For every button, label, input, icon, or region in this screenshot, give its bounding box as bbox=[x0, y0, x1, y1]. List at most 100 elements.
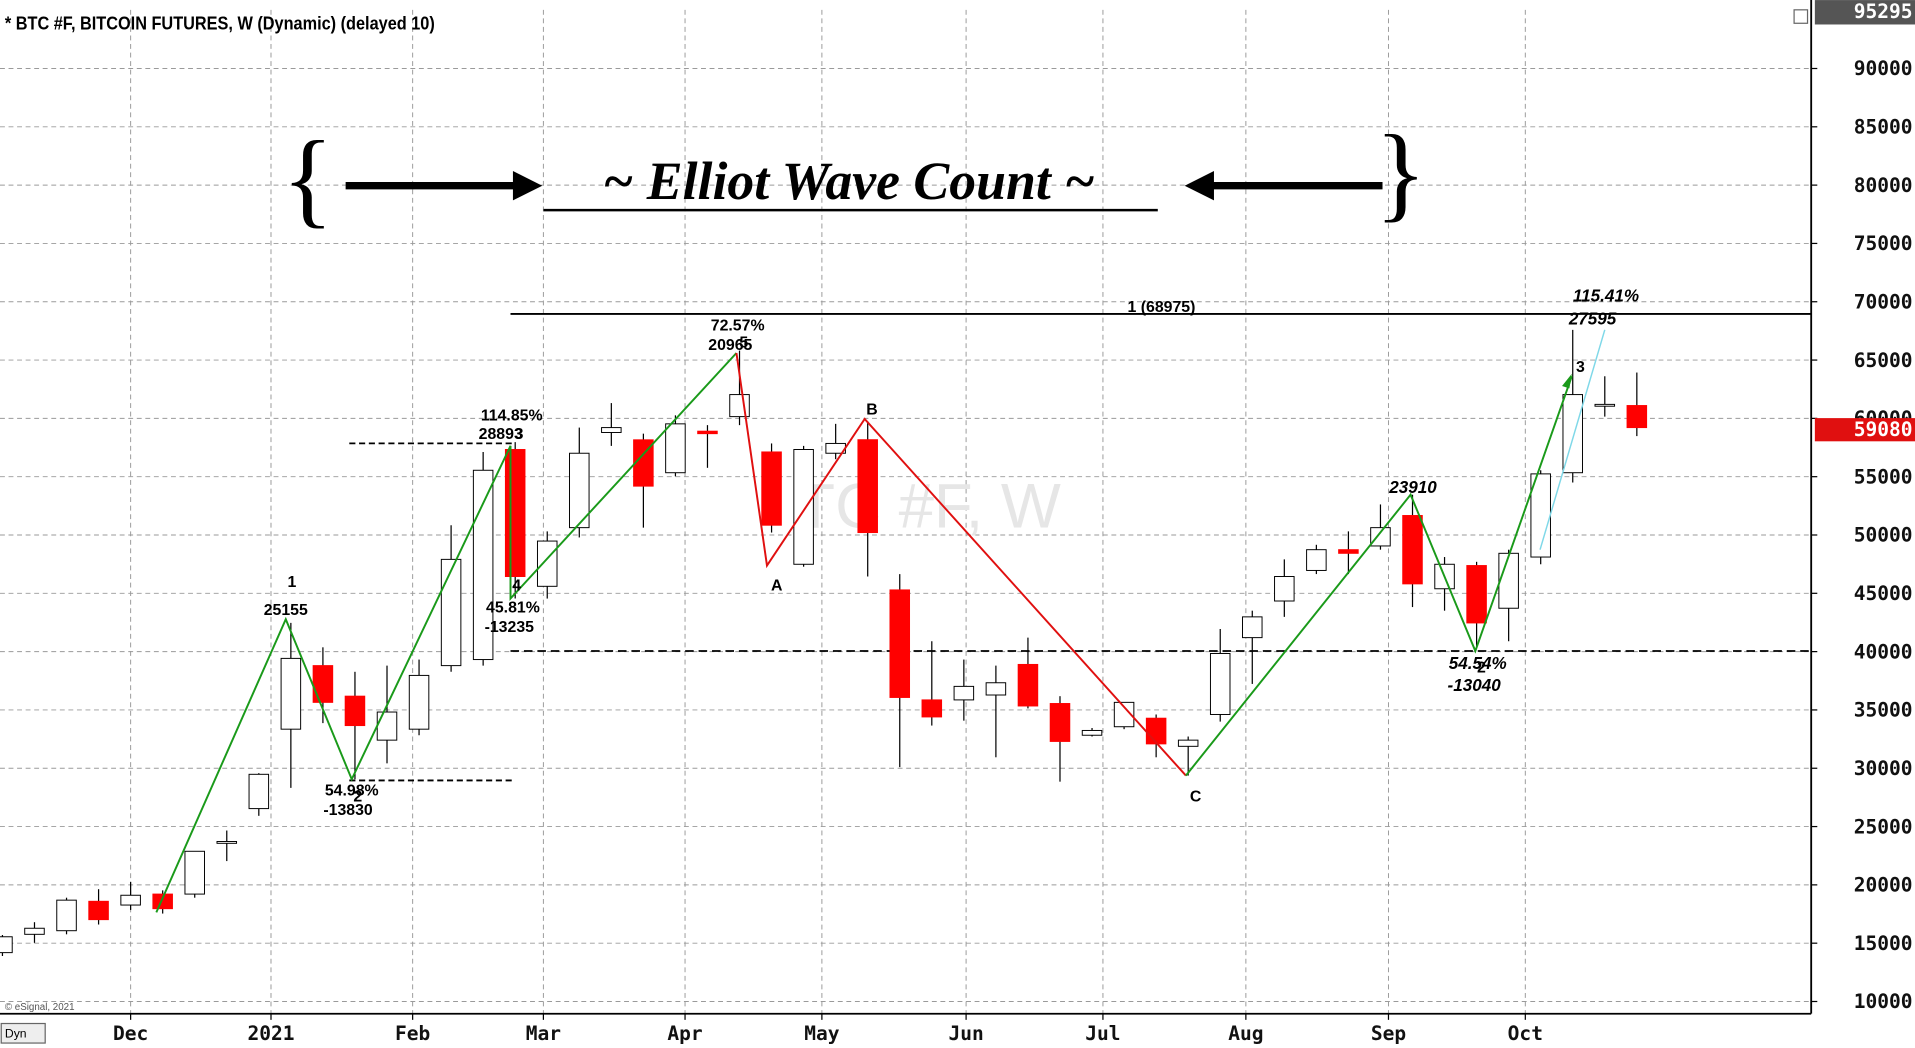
x-tick-label: Sep bbox=[1371, 1022, 1406, 1045]
x-tick-label: Apr bbox=[667, 1022, 702, 1045]
annotation: 4 bbox=[512, 577, 521, 594]
x-tick-label: 2021 bbox=[247, 1022, 294, 1045]
candle-body bbox=[1081, 729, 1103, 736]
banner-title: ~ Elliot Wave Count ~ bbox=[603, 151, 1095, 211]
candle-body bbox=[1242, 616, 1263, 639]
annotation: -13040 bbox=[1448, 676, 1502, 695]
annotation: 27595 bbox=[1568, 310, 1617, 329]
y-tick-label: 80000 bbox=[1854, 174, 1913, 197]
fib-line bbox=[1539, 329, 1606, 550]
candle-body bbox=[1209, 652, 1231, 715]
wave-line bbox=[1185, 375, 1573, 777]
x-tick-label: May bbox=[804, 1022, 840, 1045]
high-marker-label: 95295 bbox=[1854, 0, 1913, 23]
y-tick-label: 20000 bbox=[1854, 874, 1913, 897]
y-tick-label: 70000 bbox=[1854, 290, 1913, 313]
candle-body bbox=[1370, 527, 1391, 547]
y-tick-label: 90000 bbox=[1854, 57, 1913, 80]
candles bbox=[0, 329, 1648, 957]
annotation: 1 bbox=[287, 574, 296, 591]
y-tick-label: 55000 bbox=[1854, 465, 1913, 488]
candle-body bbox=[376, 711, 398, 741]
credit: © eSignal, 2021 bbox=[5, 1002, 75, 1013]
candle-body bbox=[408, 674, 430, 730]
candle-body bbox=[312, 665, 334, 703]
x-tick-label: Dec bbox=[113, 1022, 148, 1045]
annotation: 114.85% bbox=[481, 408, 543, 425]
x-tick-label: Mar bbox=[526, 1022, 561, 1045]
candle-body bbox=[152, 893, 173, 910]
dyn-button[interactable] bbox=[0, 1022, 46, 1044]
candle-body bbox=[1306, 549, 1327, 571]
y-tick-label: 10000 bbox=[1854, 990, 1913, 1013]
wave-line bbox=[155, 352, 738, 913]
annotation: A bbox=[771, 577, 783, 594]
annotation: -13235 bbox=[485, 619, 535, 636]
brace: { bbox=[282, 119, 334, 238]
candle-body bbox=[504, 449, 526, 578]
candle-body bbox=[344, 695, 366, 727]
restore-button[interactable] bbox=[1793, 9, 1809, 24]
candle-body bbox=[857, 439, 878, 534]
annotation: 54.54% bbox=[1449, 654, 1507, 673]
x-tick-label: Aug bbox=[1228, 1022, 1263, 1045]
annotation: 54.98% bbox=[325, 783, 379, 800]
candle-body bbox=[953, 685, 975, 701]
last-price-label: 59080 bbox=[1854, 418, 1913, 441]
candle-body bbox=[120, 894, 141, 906]
candle-body bbox=[0, 936, 13, 954]
annotation: 3 bbox=[1576, 359, 1585, 376]
axes: 1000015000200002500030000350004000045000… bbox=[113, 0, 1915, 1045]
candle-body bbox=[216, 840, 238, 844]
candle-body bbox=[729, 394, 750, 418]
candle-body bbox=[633, 439, 654, 487]
annotation: C bbox=[1190, 789, 1202, 806]
candle-body bbox=[184, 850, 205, 895]
candle-body bbox=[665, 423, 686, 474]
y-tick-label: 65000 bbox=[1854, 349, 1913, 372]
time-axis bbox=[0, 1013, 1915, 1048]
banner: { ~ Elliot Wave Count ~ } bbox=[282, 113, 1427, 238]
annotation: 28893 bbox=[479, 426, 523, 443]
brace: } bbox=[1375, 113, 1427, 232]
candle-body bbox=[1274, 576, 1295, 602]
y-tick-label: 25000 bbox=[1854, 815, 1913, 838]
annotation: -13830 bbox=[323, 802, 373, 819]
chart-title: * BTC #F, BITCOIN FUTURES, W (Dynamic) (… bbox=[5, 12, 435, 33]
candle-body bbox=[248, 773, 270, 810]
candle-body bbox=[569, 452, 590, 529]
candle-body bbox=[440, 558, 462, 667]
arrow-head bbox=[1184, 171, 1214, 201]
candle-body bbox=[1017, 663, 1039, 707]
dyn-label: Dyn bbox=[5, 1027, 27, 1041]
x-tick-label: Jun bbox=[948, 1022, 983, 1045]
arrow-head bbox=[512, 171, 543, 201]
candle-body bbox=[280, 657, 302, 730]
candle-body bbox=[1594, 403, 1616, 407]
candle-body bbox=[472, 469, 494, 661]
grid bbox=[0, 9, 1812, 1014]
x-tick-label: Oct bbox=[1508, 1022, 1543, 1045]
candle-body bbox=[921, 699, 943, 718]
candle-body bbox=[889, 589, 911, 698]
annotation: 5 bbox=[739, 334, 748, 351]
annotation: 20965 bbox=[708, 337, 752, 354]
y-tick-label: 75000 bbox=[1854, 232, 1913, 255]
annotation: 1 (68975) bbox=[1128, 299, 1196, 316]
candle-body bbox=[761, 451, 782, 526]
y-tick-label: 85000 bbox=[1854, 116, 1913, 139]
candle-body bbox=[1177, 739, 1199, 747]
candle-body bbox=[1498, 552, 1519, 609]
annotation: 2 bbox=[353, 789, 362, 806]
candle-body bbox=[1145, 717, 1167, 745]
x-tick-label: Jul bbox=[1085, 1022, 1120, 1045]
y-tick-label: 40000 bbox=[1854, 640, 1913, 663]
candle-body bbox=[1626, 405, 1648, 429]
y-tick-label: 45000 bbox=[1854, 582, 1913, 605]
price-axis bbox=[1811, 0, 1915, 1048]
y-tick-label: 35000 bbox=[1854, 699, 1913, 722]
annotation: B bbox=[866, 402, 877, 419]
candle-body bbox=[697, 430, 718, 435]
